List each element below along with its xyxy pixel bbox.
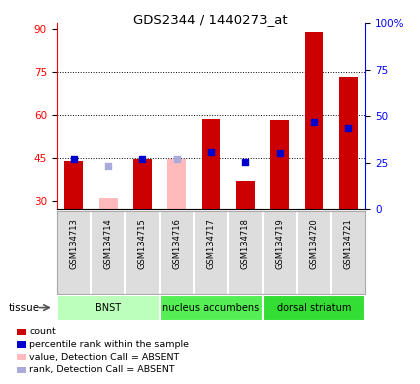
Text: GSM134716: GSM134716 (172, 218, 181, 269)
Point (105, 163, 112, 169)
Text: value, Detection Call = ABSENT: value, Detection Call = ABSENT (29, 353, 180, 362)
Text: GSM134721: GSM134721 (344, 218, 353, 268)
Text: BNST: BNST (95, 303, 121, 313)
Bar (339, 78, 358, 209)
Text: tissue: tissue (8, 303, 39, 313)
Point (173, 156, 180, 162)
Bar (236, 180, 255, 209)
Bar (160, 295, 262, 321)
Text: percentile rank within the sample: percentile rank within the sample (29, 340, 189, 349)
Bar (270, 121, 289, 209)
Bar (304, 31, 323, 209)
Bar (64, 161, 83, 209)
Text: GSM134718: GSM134718 (241, 218, 250, 269)
Bar (262, 295, 365, 321)
Point (208, 149, 215, 155)
Text: GSM134713: GSM134713 (69, 218, 79, 269)
Text: GDS2344 / 1440273_at: GDS2344 / 1440273_at (133, 13, 287, 26)
Point (276, 151, 283, 157)
Bar (202, 119, 220, 209)
Point (242, 159, 249, 165)
Text: GSM134720: GSM134720 (310, 218, 318, 268)
Text: GSM134714: GSM134714 (104, 218, 113, 268)
Text: count: count (29, 327, 56, 336)
Point (139, 156, 146, 162)
Bar (133, 159, 152, 209)
Text: rank, Detection Call = ABSENT: rank, Detection Call = ABSENT (29, 365, 175, 374)
Bar (167, 159, 186, 209)
Text: GSM134717: GSM134717 (207, 218, 215, 269)
Point (71, 156, 77, 162)
Text: GSM134715: GSM134715 (138, 218, 147, 268)
Text: nucleus accumbens: nucleus accumbens (163, 303, 260, 313)
Bar (57, 295, 160, 321)
Text: dorsal striatum: dorsal striatum (277, 303, 351, 313)
Point (345, 124, 352, 131)
Point (310, 119, 318, 125)
Text: GSM134719: GSM134719 (275, 218, 284, 268)
Bar (99, 198, 118, 209)
